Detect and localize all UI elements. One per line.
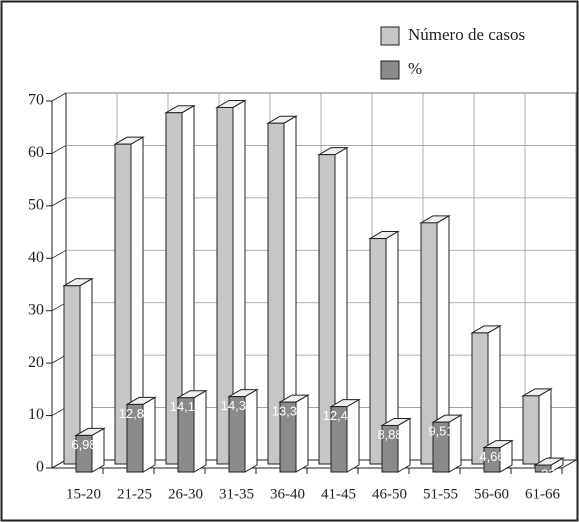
- x-tick-label: 15-20: [66, 486, 101, 502]
- legend-swatch: [380, 26, 400, 46]
- value-label: 9,51: [428, 424, 453, 439]
- bar: [432, 421, 450, 473]
- bar: [330, 406, 348, 473]
- bar: [318, 154, 336, 465]
- x-tick-label: 51-55: [423, 486, 458, 502]
- value-label: 14,17: [170, 399, 203, 414]
- legend-label: Número de casos: [408, 25, 525, 44]
- x-tick-label: 61-66: [525, 486, 560, 502]
- bar: [420, 222, 438, 465]
- x-tick-label: 41-45: [321, 486, 356, 502]
- bar: [114, 143, 132, 465]
- x-tick-label: 56-60: [474, 486, 509, 502]
- value-label: 8,88: [377, 427, 402, 442]
- bar: [369, 238, 387, 465]
- y-tick-label: 60: [28, 144, 44, 161]
- x-tick-label: 26-30: [168, 486, 203, 502]
- bar: [63, 285, 81, 465]
- y-tick-label: 30: [28, 301, 44, 318]
- bar: [165, 112, 183, 465]
- value-label: 4,66: [479, 449, 504, 464]
- y-tick-label: 10: [28, 406, 44, 423]
- y-tick-label: 70: [28, 92, 44, 109]
- value-label: 1,32: [530, 467, 555, 482]
- x-tick-label: 21-25: [117, 486, 152, 502]
- legend-swatch: [380, 60, 400, 80]
- bar-side: [538, 387, 552, 465]
- bar: [216, 106, 234, 465]
- value-label: 13,33: [272, 404, 305, 419]
- value-label: 6,98: [71, 437, 96, 452]
- bar: [471, 332, 489, 465]
- bar: [483, 447, 501, 473]
- bar: [228, 396, 246, 473]
- x-tick-label: 36-40: [270, 486, 305, 502]
- value-label: 12,89: [119, 406, 152, 421]
- value-label: 14,38: [221, 398, 254, 413]
- side-grid: [51, 249, 67, 259]
- bar: [381, 424, 399, 473]
- legend-label: %: [408, 59, 422, 78]
- y-tick-label: 50: [28, 197, 44, 214]
- y-tick-label: 20: [28, 354, 44, 371]
- bar: [126, 403, 144, 473]
- x-tick-label: 46-50: [372, 486, 407, 502]
- side-grid: [51, 197, 67, 207]
- x-tick-label: 31-35: [219, 486, 254, 502]
- bar: [75, 434, 93, 473]
- value-label: 12,47: [323, 408, 356, 423]
- bar: [279, 401, 297, 473]
- bar: [177, 397, 195, 473]
- side-grid: [51, 145, 67, 154]
- bar: [267, 122, 285, 465]
- bar: [522, 395, 540, 465]
- bar: [534, 464, 552, 473]
- y-tick-label: 0: [36, 459, 44, 476]
- side-grid: [51, 92, 67, 102]
- y-tick-label: 40: [28, 249, 44, 266]
